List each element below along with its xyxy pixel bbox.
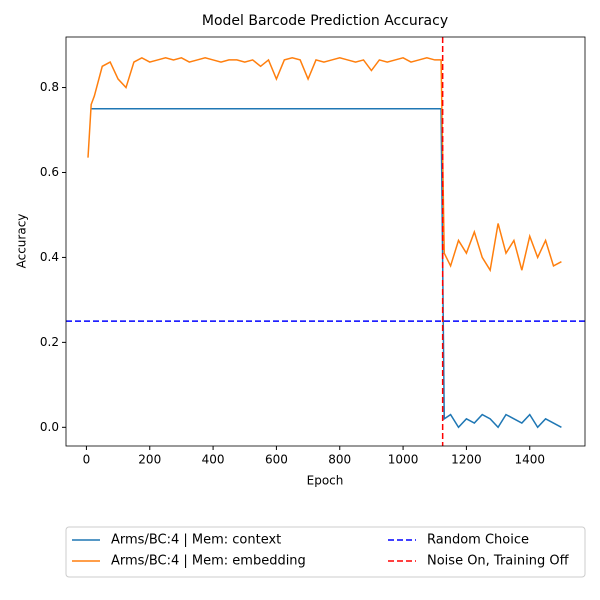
x-tick-label: 800 <box>328 453 351 467</box>
x-tick-label: 200 <box>138 453 161 467</box>
legend-box <box>65 526 586 578</box>
y-tick-label: 0.0 <box>40 420 59 434</box>
legend-label: Arms/BC:4 | Mem: context <box>111 533 281 548</box>
y-tick-label: 0.4 <box>40 250 59 264</box>
legend-label: Noise On, Training Off <box>427 554 570 569</box>
y-tick-label: 0.6 <box>40 165 59 179</box>
x-axis-label: Epoch <box>307 474 344 488</box>
legend-label: Random Choice <box>427 533 529 548</box>
x-tick-label: 400 <box>202 453 225 467</box>
plot-frame <box>65 36 586 447</box>
y-tick-label: 0.8 <box>40 80 59 94</box>
y-tick-label: 0.2 <box>40 335 59 349</box>
series-line <box>91 108 562 429</box>
chart-title: Model Barcode Prediction Accuracy <box>202 13 448 29</box>
x-tick-label: 1000 <box>388 453 419 467</box>
x-tick-label: 1200 <box>451 453 482 467</box>
series-line <box>87 56 562 273</box>
x-tick-label: 1400 <box>514 453 545 467</box>
legend-label: Arms/BC:4 | Mem: embedding <box>111 554 306 569</box>
x-tick-label: 0 <box>83 453 91 467</box>
x-tick-label: 600 <box>265 453 288 467</box>
y-axis-label: Accuracy <box>15 214 29 269</box>
